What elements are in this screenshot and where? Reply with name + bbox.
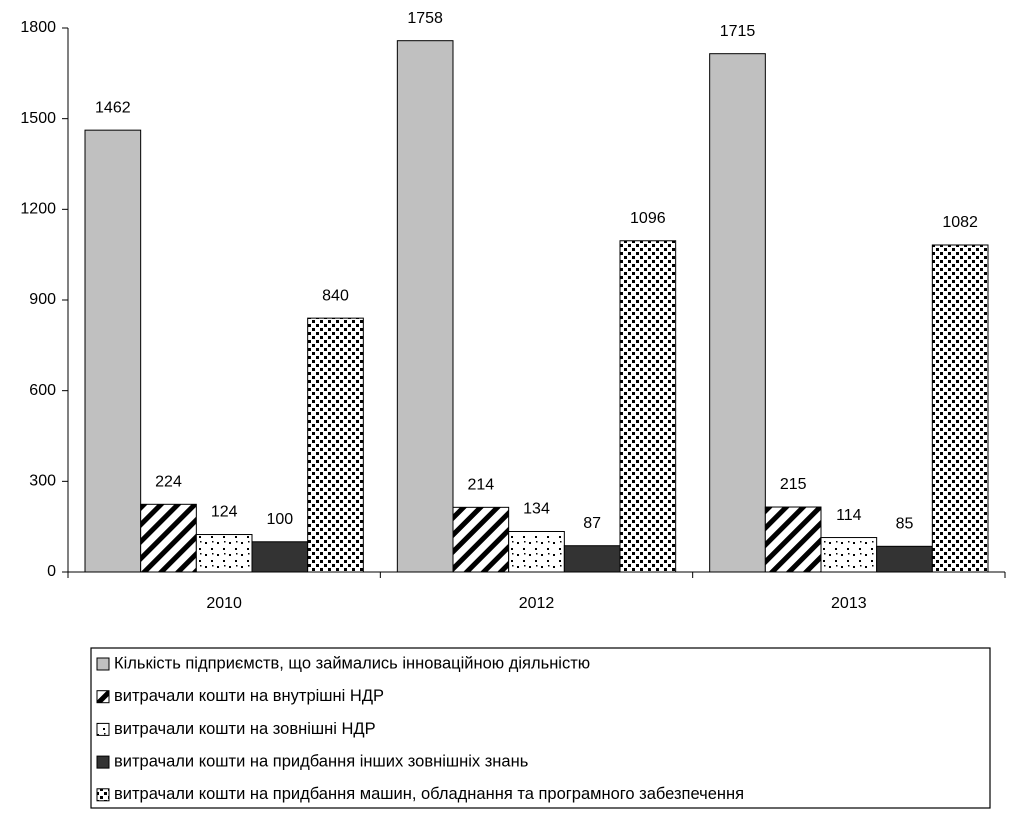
y-tick-label: 1200 xyxy=(20,201,56,218)
x-tick-label: 2010 xyxy=(206,595,242,612)
bar xyxy=(140,503,197,573)
bar xyxy=(84,129,142,573)
value-label: 1462 xyxy=(95,99,131,116)
y-tick-label: 0 xyxy=(47,563,56,580)
value-label: 114 xyxy=(836,507,862,524)
legend-label: витрачали кошти на придбання машин, обла… xyxy=(114,785,744,803)
value-label: 1715 xyxy=(720,23,756,40)
bar xyxy=(508,531,565,573)
y-tick-label: 1800 xyxy=(20,19,56,36)
bar xyxy=(251,541,309,573)
y-tick-label: 1500 xyxy=(20,110,56,127)
bar xyxy=(452,506,510,573)
value-label: 124 xyxy=(211,504,238,521)
y-tick-label: 900 xyxy=(29,291,56,308)
bar xyxy=(876,545,933,573)
value-label: 224 xyxy=(155,474,182,491)
value-label: 1096 xyxy=(630,210,666,227)
legend-box xyxy=(90,647,991,809)
bar xyxy=(619,240,677,573)
y-tick-label: 600 xyxy=(29,382,56,399)
bar xyxy=(820,537,878,573)
value-label: 85 xyxy=(896,516,914,533)
value-label: 214 xyxy=(467,477,494,494)
y-tick-label: 300 xyxy=(29,473,56,490)
legend: Кількість підприємств, що займались інно… xyxy=(96,654,744,803)
value-label: 1758 xyxy=(407,10,443,27)
bar xyxy=(931,244,989,573)
bar xyxy=(307,317,364,573)
legend-swatch xyxy=(96,722,110,736)
bar xyxy=(396,40,454,573)
legend-label: Кількість підприємств, що займались інно… xyxy=(114,654,590,672)
bar xyxy=(195,534,253,573)
value-label: 87 xyxy=(583,515,601,532)
bar xyxy=(563,545,621,573)
value-label: 100 xyxy=(266,511,293,528)
legend-swatch xyxy=(96,690,110,704)
legend-swatch xyxy=(96,755,110,769)
legend-swatch xyxy=(96,788,110,802)
value-label: 1082 xyxy=(942,214,978,231)
x-tick-label: 2012 xyxy=(519,595,555,612)
value-label: 215 xyxy=(780,476,807,493)
bar xyxy=(764,506,822,573)
value-label: 134 xyxy=(523,501,550,518)
legend-label: витрачали кошти на внутрішні НДР xyxy=(114,687,384,705)
x-tick-label: 2013 xyxy=(831,595,867,612)
legend-swatch xyxy=(96,657,110,671)
bar xyxy=(709,53,766,573)
legend-label: витрачали кошти на зовнішні НДР xyxy=(114,720,376,738)
legend-label: витрачали кошти на придбання інших зовні… xyxy=(114,752,528,770)
value-label: 840 xyxy=(322,287,349,304)
